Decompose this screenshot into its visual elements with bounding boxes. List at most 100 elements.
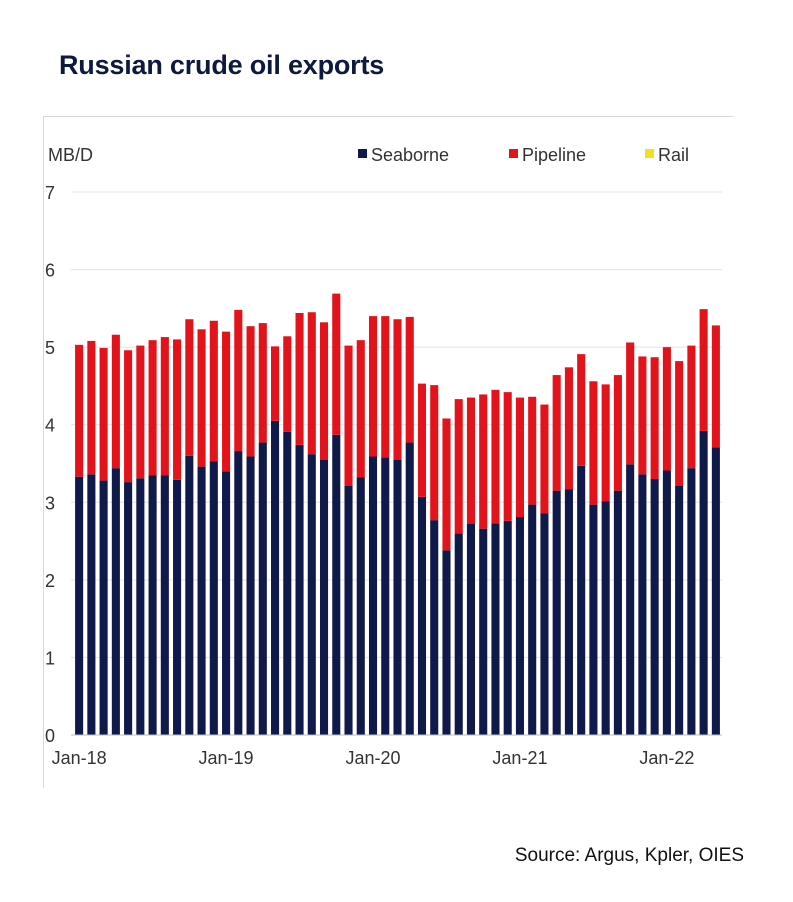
bar-pipeline-nov-20 bbox=[491, 389, 500, 524]
bar-seaborne-sep-18 bbox=[173, 479, 182, 735]
bar-pipeline-nov-21 bbox=[638, 356, 647, 475]
bar-pipeline-mar-20 bbox=[393, 319, 402, 460]
bar-seaborne-feb-19 bbox=[234, 451, 243, 735]
bar-pipeline-sep-20 bbox=[466, 397, 476, 524]
legend-label-seaborne: Seaborne bbox=[371, 145, 449, 165]
x-tick-label: Jan-20 bbox=[345, 748, 400, 768]
bar-pipeline-jun-19 bbox=[283, 336, 292, 432]
bar-seaborne-jan-21 bbox=[515, 517, 524, 735]
bar-seaborne-feb-18 bbox=[87, 474, 96, 735]
bar-pipeline-feb-18 bbox=[87, 340, 96, 475]
bar-seaborne-oct-20 bbox=[479, 528, 488, 735]
bar-pipeline-feb-19 bbox=[234, 309, 243, 452]
bar-seaborne-jul-19 bbox=[295, 444, 304, 735]
bar-seaborne-jul-20 bbox=[442, 550, 451, 735]
bar-pipeline-may-19 bbox=[271, 346, 280, 421]
bar-pipeline-may-21 bbox=[564, 367, 573, 490]
chart-title: Russian crude oil exports bbox=[59, 50, 385, 80]
bar-seaborne-oct-18 bbox=[185, 455, 194, 735]
y-tick-label: 4 bbox=[45, 416, 55, 436]
bar-pipeline-dec-19 bbox=[356, 340, 365, 478]
chart-frame-left bbox=[43, 116, 44, 788]
bar-pipeline-dec-18 bbox=[209, 320, 218, 462]
bar-pipeline-jul-19 bbox=[295, 313, 304, 445]
bar-seaborne-jun-21 bbox=[577, 465, 586, 735]
bar-seaborne-oct-21 bbox=[626, 464, 635, 735]
bar-seaborne-feb-21 bbox=[528, 504, 537, 735]
bar-pipeline-jan-18 bbox=[75, 344, 84, 477]
bar-pipeline-oct-19 bbox=[332, 293, 341, 435]
bar-seaborne-apr-20 bbox=[405, 442, 414, 735]
bar-seaborne-jun-19 bbox=[283, 431, 292, 735]
bar-pipeline-nov-18 bbox=[197, 329, 206, 467]
bar-seaborne-mar-21 bbox=[540, 513, 549, 735]
bar-pipeline-feb-22 bbox=[675, 361, 684, 486]
bar-seaborne-nov-18 bbox=[197, 466, 206, 735]
bar-pipeline-sep-18 bbox=[173, 339, 182, 480]
bar-pipeline-mar-22 bbox=[687, 345, 696, 469]
legend-label-pipeline: Pipeline bbox=[522, 145, 586, 165]
bar-pipeline-mar-18 bbox=[99, 347, 108, 481]
bar-seaborne-feb-20 bbox=[381, 457, 390, 735]
bar-pipeline-apr-22 bbox=[699, 309, 708, 431]
bar-seaborne-jun-18 bbox=[136, 478, 145, 735]
bar-seaborne-apr-22 bbox=[699, 430, 708, 735]
y-tick-label: 2 bbox=[45, 571, 55, 591]
bar-seaborne-jul-21 bbox=[589, 504, 598, 735]
bar-pipeline-aug-21 bbox=[601, 384, 610, 502]
bar-pipeline-aug-18 bbox=[160, 337, 169, 476]
y-tick-label: 1 bbox=[45, 648, 55, 668]
legend-swatch-rail bbox=[645, 149, 654, 158]
bar-seaborne-jan-19 bbox=[222, 471, 231, 735]
bar-seaborne-may-21 bbox=[564, 489, 573, 735]
bar-pipeline-jun-21 bbox=[577, 354, 586, 466]
bar-seaborne-mar-22 bbox=[687, 468, 696, 735]
bar-pipeline-apr-20 bbox=[405, 316, 414, 443]
bar-seaborne-jan-22 bbox=[662, 470, 671, 735]
bar-pipeline-jun-18 bbox=[136, 345, 145, 479]
bar-seaborne-jun-20 bbox=[430, 520, 439, 735]
bar-pipeline-oct-21 bbox=[626, 342, 635, 465]
y-tick-label: 6 bbox=[45, 261, 55, 281]
bar-pipeline-jan-20 bbox=[368, 316, 378, 457]
bar-seaborne-sep-21 bbox=[613, 490, 622, 735]
bar-seaborne-sep-19 bbox=[319, 459, 329, 735]
bar-pipeline-mar-21 bbox=[540, 404, 549, 514]
chart-frame-top bbox=[43, 116, 733, 117]
bar-seaborne-dec-21 bbox=[650, 479, 659, 735]
bar-pipeline-may-22 bbox=[711, 325, 720, 448]
bar-seaborne-dec-18 bbox=[209, 461, 218, 735]
bar-seaborne-aug-21 bbox=[601, 501, 610, 735]
bar-pipeline-jul-21 bbox=[589, 381, 598, 505]
bar-pipeline-jun-20 bbox=[430, 385, 439, 521]
bar-seaborne-may-18 bbox=[124, 482, 133, 735]
bar-seaborne-jul-18 bbox=[148, 475, 157, 735]
bar-seaborne-oct-19 bbox=[332, 434, 341, 735]
y-tick-label: 3 bbox=[45, 493, 55, 513]
bar-pipeline-may-18 bbox=[124, 350, 133, 483]
bar-pipeline-feb-20 bbox=[381, 316, 390, 458]
x-tick-label: Jan-22 bbox=[639, 748, 694, 768]
bar-pipeline-apr-18 bbox=[111, 334, 120, 469]
bar-pipeline-oct-20 bbox=[479, 394, 488, 529]
y-tick-label: 7 bbox=[45, 183, 55, 203]
bar-seaborne-jan-18 bbox=[75, 476, 84, 735]
bar-seaborne-jan-20 bbox=[368, 456, 378, 735]
bar-seaborne-aug-19 bbox=[307, 454, 316, 735]
bar-seaborne-aug-18 bbox=[160, 475, 169, 735]
bar-pipeline-jan-22 bbox=[662, 347, 671, 471]
legend-swatch-seaborne bbox=[358, 149, 367, 158]
bar-pipeline-sep-21 bbox=[613, 375, 622, 491]
axes: 0 1 2 3 4 5 6 7 MB/D Jan-18 Jan-19 Jan-20 Jan-21 Jan-… bbox=[45, 145, 722, 768]
bar-pipeline-dec-21 bbox=[650, 357, 659, 480]
bar-seaborne-may-22 bbox=[711, 447, 720, 735]
legend-label-rail: Rail bbox=[658, 145, 689, 165]
bar-seaborne-mar-20 bbox=[393, 459, 402, 735]
bar-pipeline-jul-18 bbox=[148, 340, 157, 476]
bar-pipeline-mar-19 bbox=[246, 326, 255, 457]
bar-seaborne-feb-22 bbox=[675, 486, 684, 735]
bar-pipeline-apr-21 bbox=[552, 375, 561, 491]
bar-seaborne-nov-19 bbox=[344, 486, 353, 735]
bar-pipeline-aug-19 bbox=[307, 312, 316, 455]
